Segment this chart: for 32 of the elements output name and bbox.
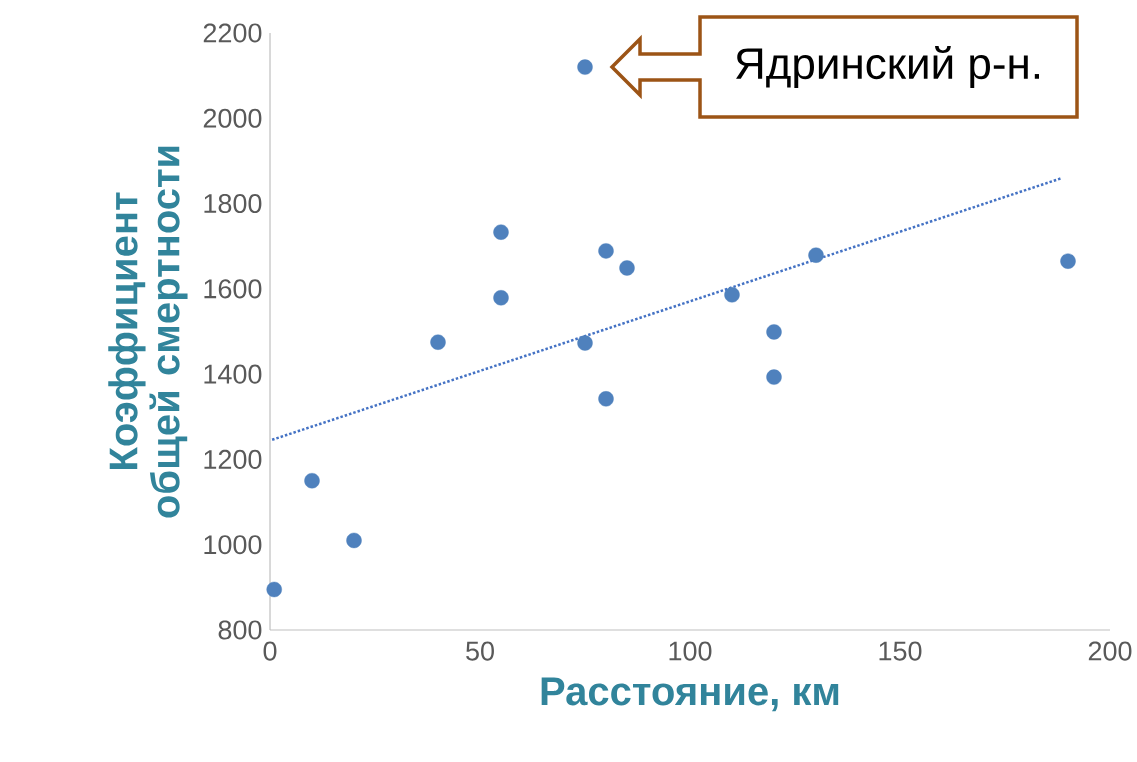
x-tick-label: 100 <box>669 641 712 661</box>
x-tick-label: 0 <box>263 641 277 661</box>
y-tick-label: 1200 <box>204 449 262 469</box>
y-tick-label: 800 <box>218 620 262 640</box>
x-axis-title: Расстояние, км <box>541 677 839 712</box>
point <box>724 287 740 303</box>
point <box>619 260 635 276</box>
point <box>1060 253 1076 269</box>
point <box>346 532 362 549</box>
point <box>304 473 320 489</box>
point <box>766 369 782 385</box>
x-tick-label: 200 <box>1088 641 1132 661</box>
y-tick-label: 1000 <box>204 535 262 555</box>
y-axis-title: Коэффициент общей смертности <box>108 146 188 518</box>
point <box>266 581 282 598</box>
point <box>808 247 824 263</box>
point <box>577 335 593 351</box>
point <box>430 334 446 350</box>
x-tick-label: 50 <box>466 641 494 661</box>
y-tick-label: 1400 <box>204 364 262 384</box>
point <box>598 391 614 407</box>
y-tick-label: 2200 <box>203 23 262 43</box>
x-tick-label: 150 <box>879 641 922 661</box>
point <box>766 324 782 340</box>
y-tick-label: 1800 <box>204 194 262 214</box>
point <box>577 59 593 75</box>
point <box>598 243 614 259</box>
annotation: Ядринский р-н. <box>736 46 1039 88</box>
point <box>493 290 509 306</box>
y-tick-label: 2000 <box>203 108 262 128</box>
point <box>493 224 509 240</box>
y-tick-label: 1600 <box>204 279 262 299</box>
